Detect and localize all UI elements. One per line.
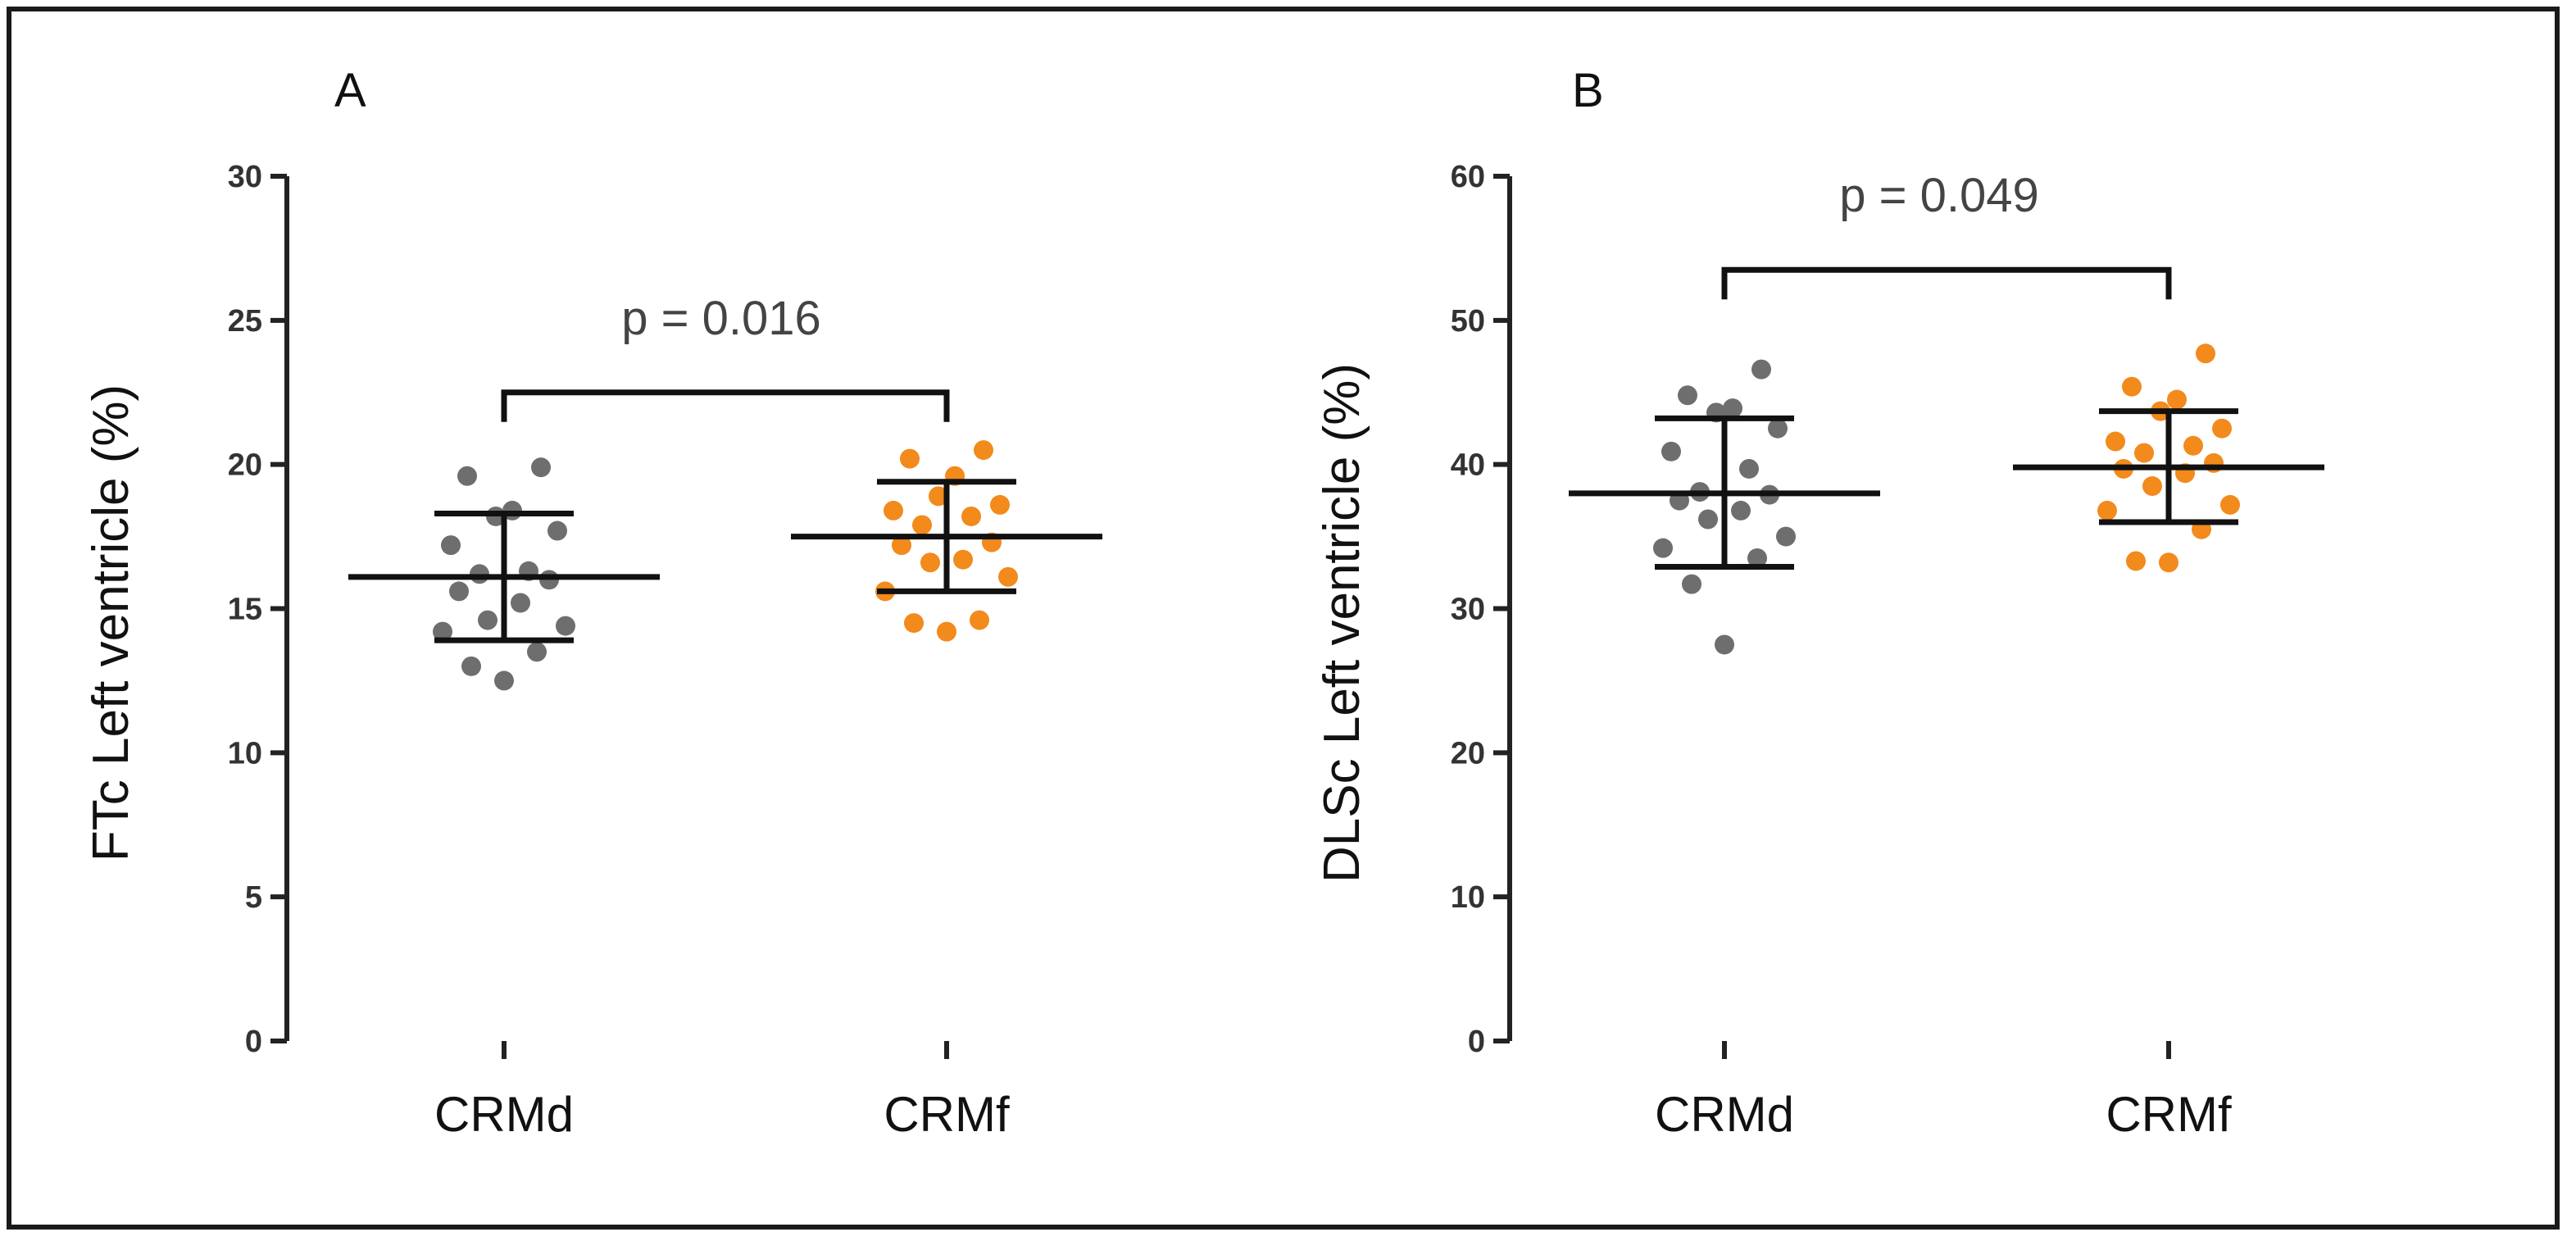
panel-a-point-crmd (511, 593, 530, 613)
panel-a-point-crmf (912, 515, 932, 535)
panel-a-point-crmf (974, 440, 993, 461)
panel-a-significance-bracket (501, 389, 950, 422)
panel-b-point-crmf (2134, 443, 2154, 463)
panel-a-point-crmd (539, 570, 559, 590)
panel-a-point-crmf (920, 552, 940, 573)
panel-b-point-crmd (1731, 500, 1751, 520)
panel-b-p-value: p = 0.049 (1839, 169, 2039, 222)
panel-a-point-crmf (929, 486, 948, 507)
panel-a-letter: A (334, 64, 366, 117)
panel-b-point-crmf (2122, 376, 2142, 397)
panel-a-p-value: p = 0.016 (621, 292, 821, 345)
panel-a-category-crmd: CRMd (434, 1087, 574, 1142)
panel-b-point-crmf (2220, 494, 2240, 515)
panel-a-point-crmd (494, 671, 514, 691)
panel-b-points (1653, 343, 2240, 655)
panel-a-y-tick-label: 30 (228, 160, 262, 194)
panel-b-y-tick-label: 60 (1451, 160, 1485, 194)
panel-a-point-crmf (990, 494, 1010, 515)
panel-b-point-crmf (2097, 500, 2117, 520)
panel-b-point-crmf (2159, 552, 2178, 573)
panel-a-point-crmf (900, 448, 920, 469)
panel-b-point-crmf (2212, 418, 2232, 439)
panel-a-y-tick-label: 15 (228, 593, 262, 627)
panel-b-point-crmf (2196, 343, 2215, 364)
panel-a-y-tick-label: 25 (228, 304, 262, 339)
panel-b-point-crmd (1747, 548, 1767, 568)
panel-b-point-crmd (1661, 441, 1681, 461)
panel-b-y-axis-title: DLSc Left ventricle (%) (1314, 363, 1370, 883)
panel-b-y-tick-label: 0 (1468, 1025, 1485, 1059)
panel-b-significance-bracket (1721, 266, 2172, 300)
panel-a-point-crmf (904, 613, 924, 634)
panel-a-point-crmd (478, 610, 497, 630)
panel-a-y-tick-label: 10 (228, 736, 262, 771)
panel-a-category-crmf: CRMf (884, 1087, 1010, 1142)
panel-a-point-crmd (449, 581, 469, 602)
panel-b-error-bars (1569, 408, 2324, 570)
panel-a-error-bars (348, 479, 1102, 643)
panel-a-point-crmd (527, 642, 547, 662)
panel-b-point-crmd (1768, 418, 1788, 439)
panel-b-y-tick-label: 10 (1451, 880, 1485, 915)
panel-b: B DLSc Left ventricle (%) 0102030405060 … (1314, 64, 2324, 1142)
panel-a-y-tick-label: 5 (245, 880, 262, 915)
panel-a-point-crmf (937, 621, 956, 642)
panel-a-point-crmd (556, 616, 575, 636)
panel-a: A FTc Left ventricle (%) 0 5 10 15 20 25 30 p … (83, 64, 1102, 1142)
figure-frame (7, 7, 2560, 1230)
panel-a-point-crmd (461, 656, 481, 676)
panel-a-point-crmd (457, 466, 477, 486)
panel-b-point-crmd (1751, 359, 1771, 380)
panel-a-y-tick-labels: 0 5 10 15 20 25 30 (228, 160, 262, 1059)
panel-b-point-crmf (2142, 476, 2162, 497)
panel-b-point-crmd (1776, 526, 1796, 547)
panel-b-y-tick-labels: 0 10 20 30 40 50 60 (1451, 160, 1485, 1059)
panel-a-point-crmf (953, 549, 973, 570)
panel-b-significance (1721, 266, 2172, 300)
panel-b-point-crmd (1698, 509, 1718, 530)
panel-a-point-crmf (970, 610, 989, 630)
panel-b-y-tick-label: 20 (1451, 736, 1485, 771)
panel-a-significance (501, 389, 950, 422)
panel-a-point-crmf (892, 535, 911, 556)
panel-b-letter: B (1572, 64, 1604, 117)
panel-a-point-crmf (884, 500, 903, 520)
panel-a-y-tick-label: 0 (245, 1025, 262, 1059)
panel-b-point-crmf (2106, 431, 2125, 452)
panel-a-point-crmf (961, 506, 981, 526)
panel-b-point-crmd (1723, 398, 1742, 419)
panel-a-point-crmd (433, 621, 452, 642)
panel-a-point-crmd (470, 564, 489, 584)
panel-b-category-crmd: CRMd (1655, 1087, 1794, 1142)
panel-b-point-crmf (2183, 435, 2203, 456)
panel-b-y-ticks (1493, 174, 2171, 1059)
panel-b-y-tick-label: 50 (1451, 304, 1485, 339)
panel-b-category-crmf: CRMf (2106, 1087, 2232, 1142)
panel-a-point-crmf (998, 566, 1018, 587)
panel-b-y-tick-label: 40 (1451, 448, 1485, 483)
panel-a-point-crmd (547, 520, 567, 541)
panel-b-point-crmd (1715, 634, 1734, 655)
panel-b-point-crmd (1682, 574, 1701, 594)
panel-b-y-tick-label: 30 (1451, 593, 1485, 627)
panel-b-point-crmf (2167, 389, 2187, 410)
panel-a-point-crmd (531, 457, 551, 478)
panel-a-points (433, 440, 1018, 691)
panel-b-point-crmd (1653, 538, 1673, 558)
panel-a-y-tick-label: 20 (228, 448, 262, 483)
panel-b-point-crmd (1739, 458, 1759, 479)
panel-b-point-crmf (2126, 551, 2146, 571)
panel-a-y-ticks (270, 174, 949, 1059)
panel-b-point-crmd (1678, 385, 1697, 406)
panel-a-point-crmd (441, 535, 461, 556)
panel-a-y-axis-title: FTc Left ventricle (%) (83, 384, 139, 861)
